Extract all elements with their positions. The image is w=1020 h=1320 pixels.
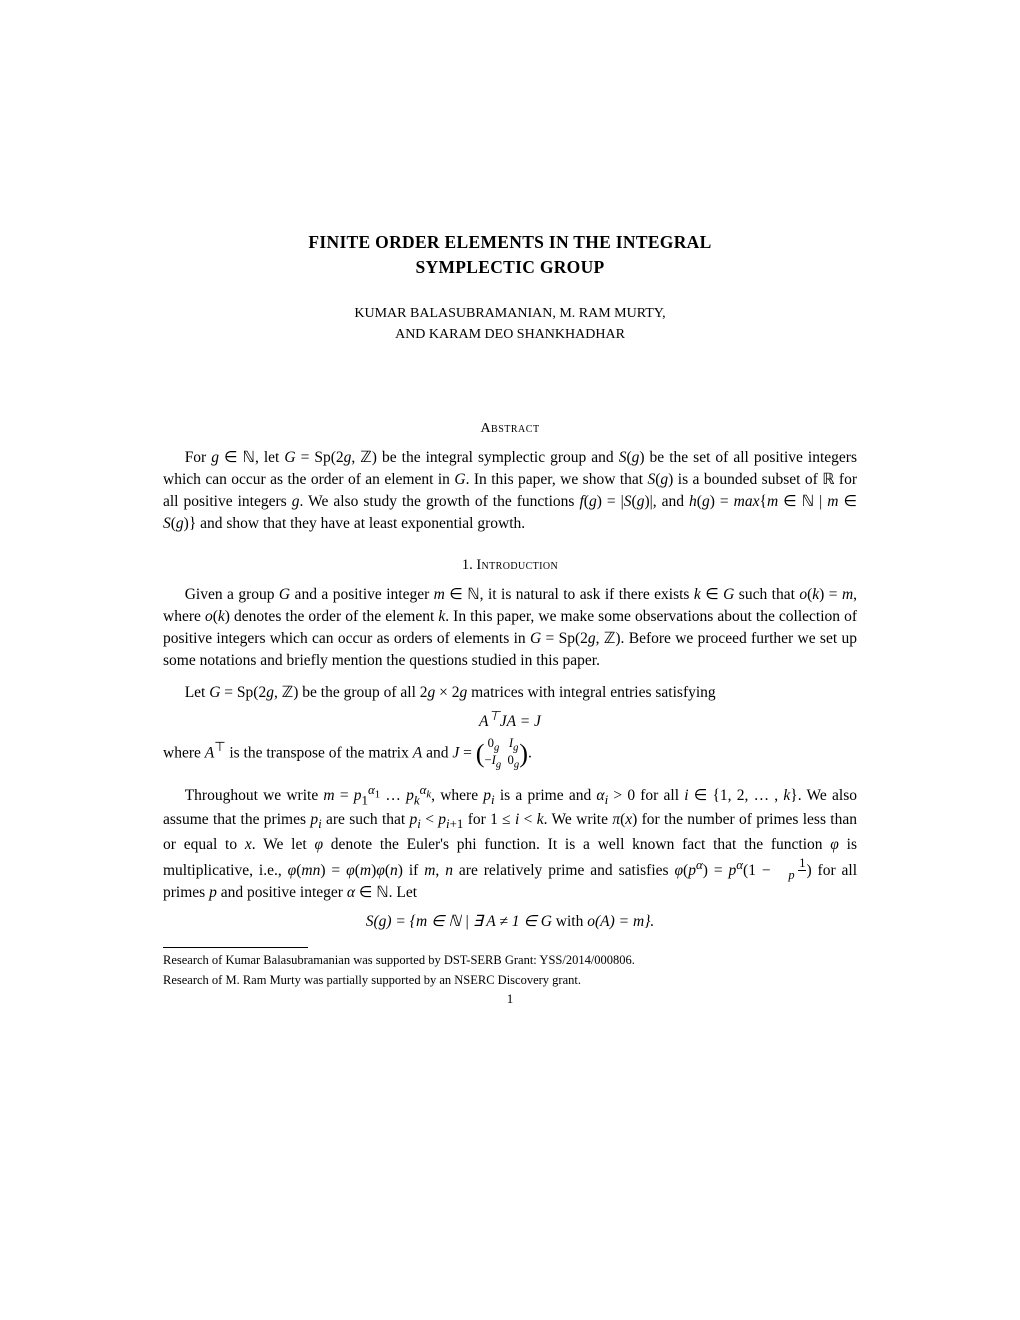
page: FINITE ORDER ELEMENTS IN THE INTEGRAL SY… xyxy=(0,0,1020,1067)
paragraph-3: where A⊤ is the transpose of the matrix … xyxy=(163,735,857,772)
footnote-1: Research of Kumar Balasubramanian was su… xyxy=(163,951,857,969)
abstract-heading: Abstract xyxy=(163,421,857,437)
paper-title: FINITE ORDER ELEMENTS IN THE INTEGRAL SY… xyxy=(163,230,857,281)
section-1-heading: 1. Introduction xyxy=(163,557,857,574)
section-number: 1. xyxy=(462,557,473,573)
footnote-2: Research of M. Ram Murty was partially s… xyxy=(163,971,857,989)
paragraph-4: Throughout we write m = p1α1 … pkαk, whe… xyxy=(163,781,857,904)
footnote-rule xyxy=(163,947,308,948)
paragraph-1: Given a group G and a positive integer m… xyxy=(163,584,857,672)
equation-1: A⊤JA = J xyxy=(163,708,857,731)
authors-line-1: KUMAR BALASUBRAMANIAN, M. RAM MURTY, xyxy=(354,306,665,321)
equation-2: S(g) = {m ∈ ℕ | ∃ A ≠ 1 ∈ G with o(A) = … xyxy=(163,912,857,931)
section-name: Introduction xyxy=(476,557,558,573)
title-line-2: SYMPLECTIC GROUP xyxy=(415,257,604,277)
page-number: 1 xyxy=(163,991,857,1007)
abstract-body: For g ∈ ℕ, let G = Sp(2g, ℤ) be the inte… xyxy=(163,447,857,535)
authors-line-2: AND KARAM DEO SHANKHADHAR xyxy=(395,327,625,342)
paragraph-2: Let G = Sp(2g, ℤ) be the group of all 2g… xyxy=(163,682,857,704)
authors: KUMAR BALASUBRAMANIAN, M. RAM MURTY, AND… xyxy=(163,303,857,346)
title-line-1: FINITE ORDER ELEMENTS IN THE INTEGRAL xyxy=(308,232,711,252)
